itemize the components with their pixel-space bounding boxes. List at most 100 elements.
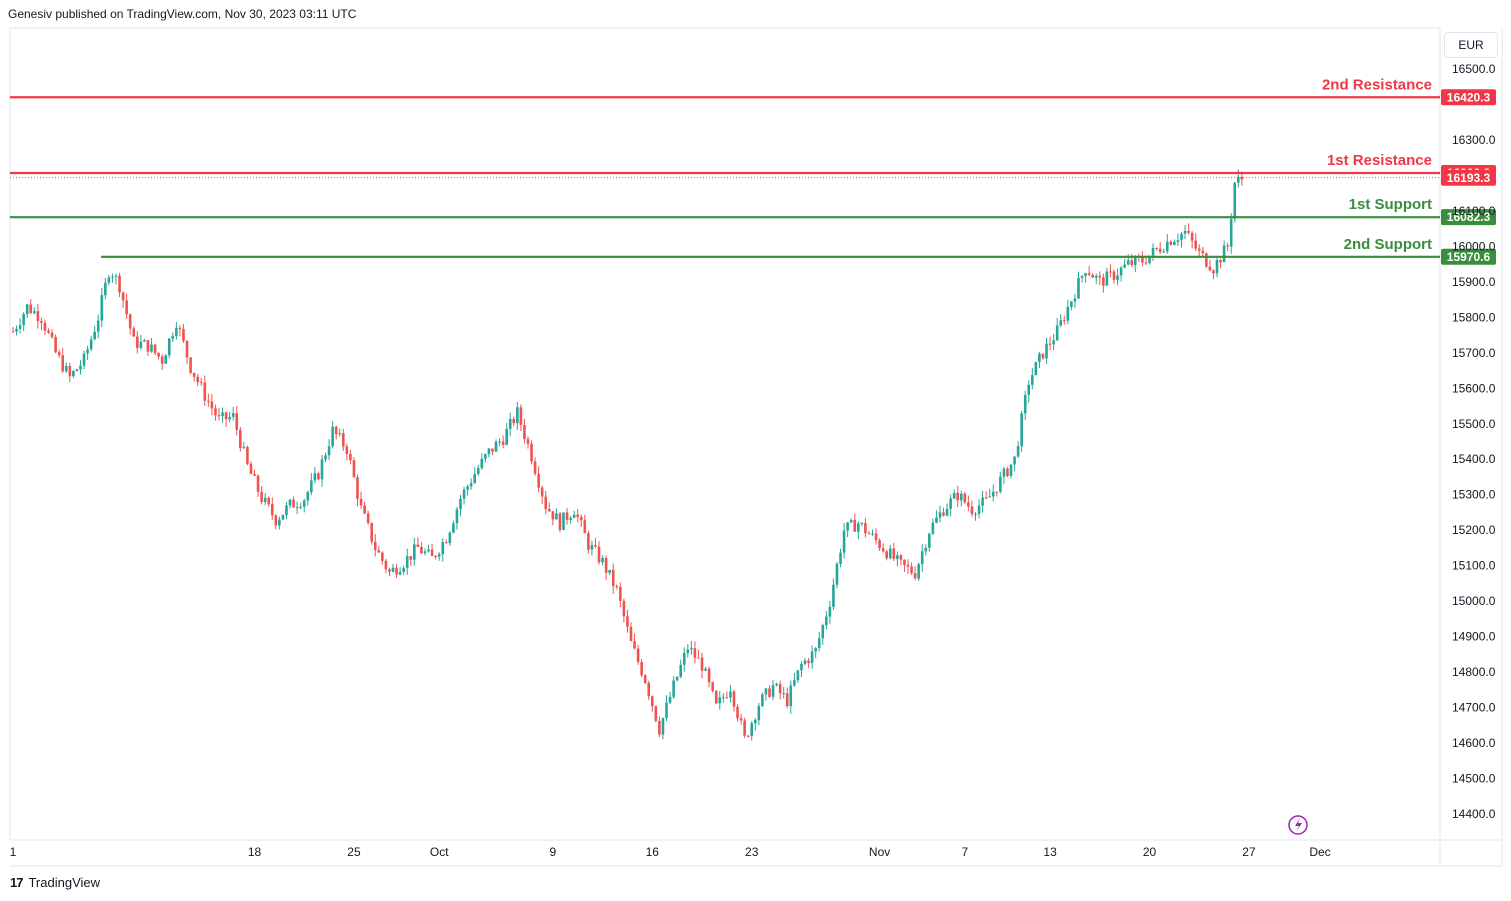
candle: [299, 502, 302, 510]
level-price-badge: 15970.6: [1441, 248, 1496, 265]
candle: [821, 623, 825, 645]
y-tick-label: 15000.0: [1452, 594, 1496, 608]
candle: [292, 496, 295, 508]
brand-name: TradingView: [28, 875, 101, 890]
candle: [25, 303, 29, 319]
svg-text:16082.3: 16082.3: [1447, 210, 1491, 224]
candle: [1013, 456, 1016, 472]
candle: [707, 666, 711, 688]
candle: [928, 532, 931, 552]
candle: [342, 428, 345, 451]
candle: [210, 394, 214, 416]
candle: [910, 562, 913, 575]
candle: [1176, 233, 1180, 247]
y-tick-label: 15100.0: [1452, 559, 1496, 573]
candle: [295, 501, 299, 515]
x-tick-label: 1: [10, 845, 17, 859]
candle: [54, 334, 57, 354]
x-tick-label: Dec: [1309, 845, 1330, 859]
candle: [508, 412, 512, 437]
candle: [1020, 410, 1023, 452]
lightning-icon[interactable]: [1288, 815, 1308, 835]
candle: [164, 354, 168, 364]
x-tick-label: 13: [1043, 845, 1057, 859]
candle: [1222, 240, 1226, 263]
candle: [807, 658, 810, 669]
candle: [178, 325, 182, 337]
footer-brand[interactable]: 17 TradingView: [10, 875, 100, 890]
candle: [281, 514, 285, 521]
candle: [274, 514, 278, 530]
time-axis[interactable]: 1 18 25 Oct 9 16 23 Nov 7 13 20 27 Dec: [10, 845, 1331, 859]
candle: [487, 447, 491, 458]
candle: [810, 645, 814, 669]
candle: [498, 438, 501, 447]
candle: [459, 494, 462, 517]
candle: [22, 311, 25, 332]
candle: [359, 491, 363, 509]
candle: [249, 461, 253, 475]
candle: [626, 609, 629, 633]
candle: [533, 457, 537, 476]
candle: [1094, 273, 1098, 284]
candle: [239, 426, 242, 452]
currency-button[interactable]: EUR: [1444, 32, 1498, 58]
candle: [11, 327, 15, 333]
candle: [452, 520, 455, 534]
candle: [675, 676, 679, 682]
candle: [441, 538, 445, 562]
candle: [86, 345, 89, 360]
candle: [569, 515, 572, 524]
candle: [1112, 269, 1116, 284]
candle: [608, 569, 611, 576]
price-axis[interactable]: 14400.0 14500.0 14600.0 14700.0 14800.0 14900…: [1452, 62, 1496, 821]
candle: [306, 490, 310, 506]
candle: [565, 508, 569, 525]
candle: [856, 521, 860, 540]
candle: [697, 649, 700, 659]
candle: [221, 407, 224, 423]
y-tick-label: 15800.0: [1452, 310, 1496, 324]
candle: [1158, 242, 1162, 254]
candle: [892, 542, 896, 562]
candle: [349, 449, 352, 465]
candle: [796, 670, 800, 683]
candle: [434, 555, 437, 560]
candle: [327, 439, 331, 461]
svg-text:16193.3: 16193.3: [1447, 171, 1491, 185]
y-tick-label: 15400.0: [1452, 452, 1496, 466]
svg-text:16420.3: 16420.3: [1447, 90, 1491, 104]
candle: [246, 445, 249, 466]
y-tick-label: 16100.0: [1452, 204, 1496, 218]
x-tick-label: 23: [745, 845, 759, 859]
candle: [661, 717, 665, 740]
candle: [615, 584, 619, 590]
candle: [427, 544, 430, 553]
candle: [1084, 272, 1087, 283]
candle: [516, 401, 519, 430]
level-name: 2nd Resistance: [1322, 76, 1432, 93]
candle: [991, 484, 995, 502]
candle: [89, 335, 93, 352]
candle: [313, 467, 317, 484]
candle: [1066, 299, 1070, 325]
candle: [789, 680, 793, 714]
candle: [1073, 293, 1077, 308]
candle: [494, 439, 498, 452]
candle: [405, 548, 409, 575]
tradingview-logo-icon: 17: [10, 875, 24, 890]
candle: [519, 404, 523, 432]
candle: [1091, 273, 1094, 278]
candle: [874, 528, 878, 545]
candle: [814, 647, 817, 659]
candle: [558, 512, 562, 533]
candle: [338, 428, 342, 437]
candle: [835, 561, 839, 589]
y-tick-label: 16500.0: [1452, 62, 1496, 76]
candle: [285, 501, 288, 520]
candle: [1016, 440, 1020, 459]
candle: [544, 490, 548, 514]
candle: [1190, 231, 1194, 249]
candle: [420, 542, 423, 554]
